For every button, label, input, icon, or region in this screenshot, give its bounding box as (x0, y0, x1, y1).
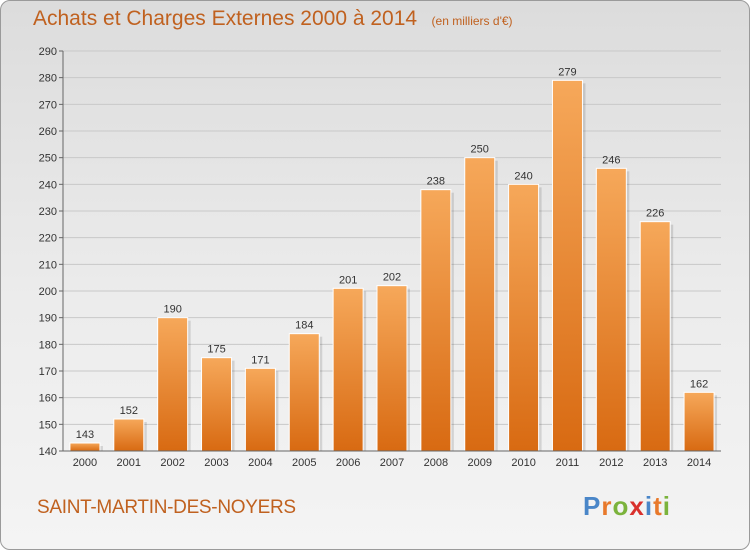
bar-2005 (288, 333, 320, 452)
bar-2003 (201, 357, 233, 452)
x-tick-label-2000: 2000 (73, 457, 97, 469)
bar-2011 (551, 79, 583, 452)
data-label-2014: 162 (690, 378, 708, 390)
data-label-2005: 184 (295, 320, 313, 332)
y-tick-label: 150 (39, 419, 57, 431)
y-tick-label: 280 (39, 73, 57, 85)
data-label-2009: 250 (471, 144, 489, 156)
data-label-2002: 190 (163, 304, 181, 316)
y-tick-label: 160 (39, 393, 57, 405)
bar-2000 (69, 442, 101, 452)
x-tick-label-2003: 2003 (204, 457, 228, 469)
data-label-2007: 202 (383, 272, 401, 284)
y-tick-label: 140 (39, 446, 57, 458)
data-label-2004: 171 (251, 354, 269, 366)
y-tick-label: 250 (39, 153, 57, 165)
logo-letter: t (653, 491, 663, 521)
bar-2002 (157, 317, 189, 452)
x-tick-label-2005: 2005 (292, 457, 316, 469)
bar-2013 (639, 221, 671, 452)
x-tick-label-2012: 2012 (599, 457, 623, 469)
x-tick-label-2001: 2001 (117, 457, 141, 469)
y-tick-label: 190 (39, 313, 57, 325)
bar-2009 (464, 157, 496, 452)
data-label-2006: 201 (339, 274, 357, 286)
data-label-2012: 246 (602, 154, 620, 166)
y-tick-label: 170 (39, 366, 57, 378)
bar-2007 (376, 285, 408, 452)
x-tick-label-2014: 2014 (687, 457, 711, 469)
bar-2004 (244, 367, 276, 452)
logo-letter: i (662, 491, 671, 521)
bar-2012 (595, 167, 627, 452)
logo-letter: P (583, 491, 602, 521)
x-tick-label-2009: 2009 (467, 457, 491, 469)
chart-title: Achats et Charges Externes 2000 à 2014 (33, 7, 418, 30)
bar-2014 (683, 391, 715, 452)
proxiti-logo[interactable]: Proxiti (583, 491, 671, 522)
x-tick-label-2006: 2006 (336, 457, 360, 469)
y-axis: 140 150 160 170 180 190 200 210 220 230 240 250 260 2… (39, 46, 64, 458)
data-label-2000: 143 (76, 429, 94, 441)
chart-unit: (en milliers d'€) (431, 14, 513, 28)
y-tick-label: 260 (39, 126, 57, 138)
data-label-2011: 279 (558, 66, 576, 78)
y-tick-label: 290 (39, 46, 57, 58)
x-tick-label-2010: 2010 (511, 457, 535, 469)
y-tick-label: 230 (39, 206, 57, 218)
x-tick-label-2002: 2002 (160, 457, 184, 469)
bars: 143 152 190 175 171 184 201 202 238 250 240 279 246 2… (69, 66, 718, 452)
x-tick-label-2004: 2004 (248, 457, 272, 469)
y-tick-label: 270 (39, 99, 57, 111)
data-label-2001: 152 (120, 405, 138, 417)
x-tick-label-2008: 2008 (424, 457, 448, 469)
data-label-2003: 175 (207, 344, 225, 356)
y-tick-label: 220 (39, 233, 57, 245)
logo-letter: i (644, 491, 654, 521)
x-axis: 2000 2001 2002 2003 2004 2005 2006 2007 2008 2009… (63, 450, 721, 469)
logo-letter: o (612, 491, 630, 521)
logo-letter: x (629, 491, 645, 521)
data-label-2013: 226 (646, 208, 664, 220)
y-tick-label: 210 (39, 259, 57, 271)
chart-title-block: Achats et Charges Externes 2000 à 2014 (… (33, 7, 513, 31)
commune-name: SAINT-MARTIN-DES-NOYERS (37, 497, 296, 518)
bar-2010 (508, 183, 540, 452)
x-tick-label-2011: 2011 (556, 457, 580, 469)
data-label-2010: 240 (514, 170, 532, 182)
bar-2006 (332, 287, 364, 452)
bar-2001 (113, 418, 145, 452)
x-tick-label-2013: 2013 (643, 457, 667, 469)
y-tick-label: 240 (39, 179, 57, 191)
y-tick-label: 200 (39, 286, 57, 298)
bar-2008 (420, 189, 452, 452)
y-tick-label: 180 (39, 339, 57, 351)
logo-letter: r (601, 491, 613, 521)
data-label-2008: 238 (427, 176, 445, 188)
x-tick-label-2007: 2007 (380, 457, 404, 469)
